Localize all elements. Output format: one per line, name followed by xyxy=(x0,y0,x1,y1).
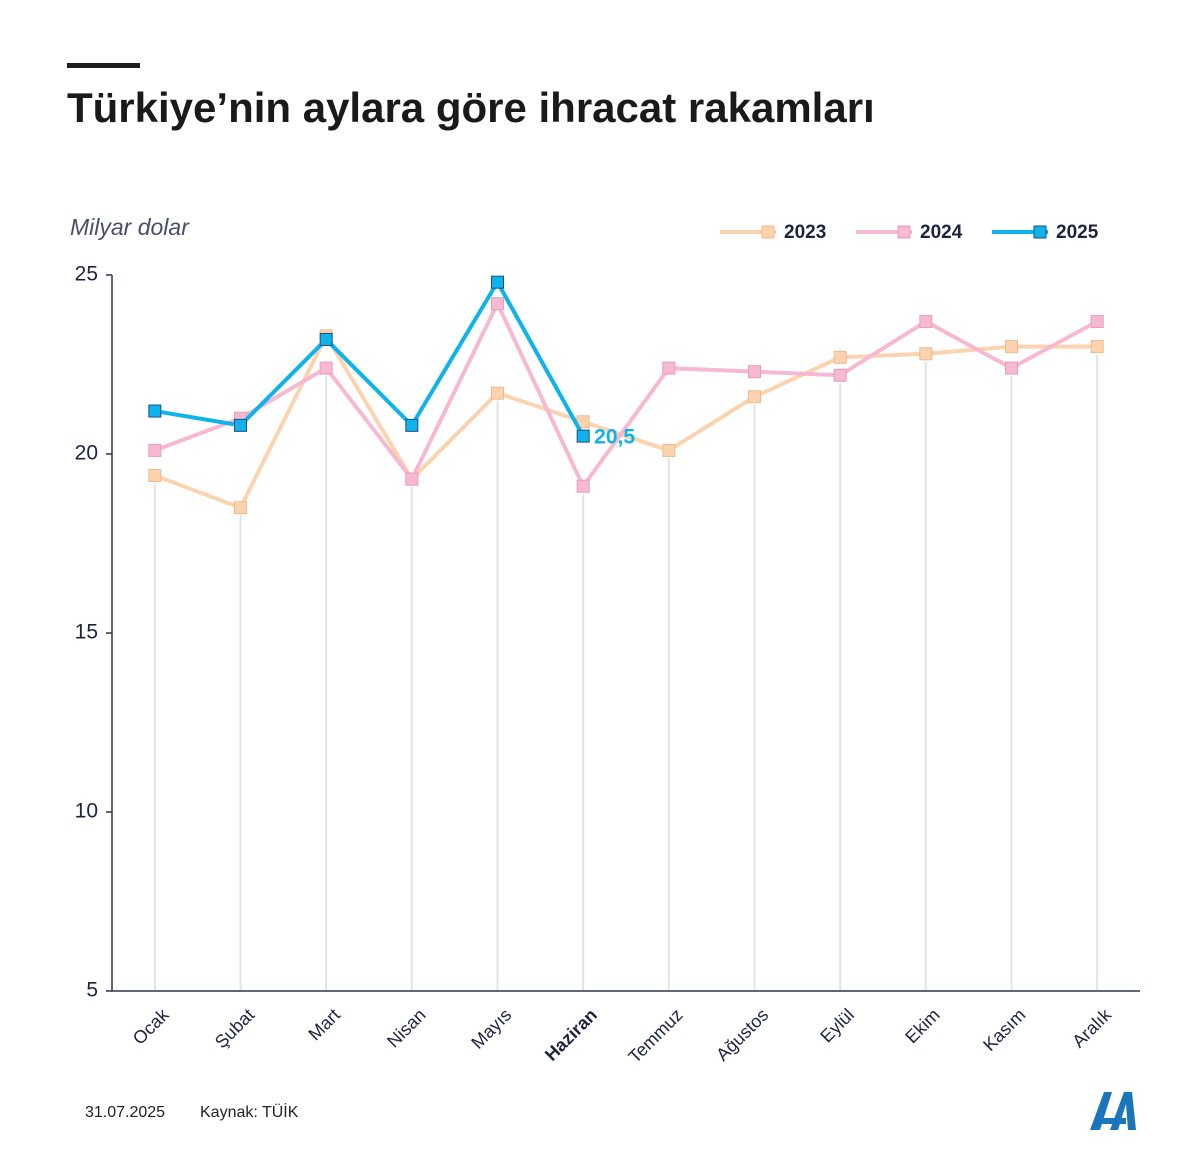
y-tick-label: 5 xyxy=(86,979,98,1002)
logo xyxy=(1090,1092,1136,1130)
legend-label: 2023 xyxy=(784,222,826,243)
marker xyxy=(234,501,247,515)
marker xyxy=(748,365,761,379)
marker xyxy=(405,472,419,486)
marker xyxy=(148,443,162,457)
legend-marker xyxy=(761,225,775,239)
legend-marker xyxy=(1033,225,1047,239)
marker xyxy=(833,350,847,364)
value-label: 20,5 xyxy=(594,426,635,449)
marker xyxy=(148,468,162,482)
title-bar xyxy=(67,63,140,68)
marker xyxy=(1090,315,1104,329)
marker xyxy=(576,429,590,443)
series-line xyxy=(154,280,585,438)
marker xyxy=(662,361,676,375)
marker xyxy=(576,479,590,493)
marker xyxy=(234,418,247,432)
x-tick-label: Nisan xyxy=(383,1005,430,1052)
marker xyxy=(319,361,333,375)
x-tick-label: Şubat xyxy=(211,1005,258,1052)
x-tick-label: Haziran xyxy=(541,1005,601,1065)
marker xyxy=(405,418,419,432)
x-tick-label: Mayıs xyxy=(467,1005,515,1053)
x-tick-label: Kasım xyxy=(979,1005,1029,1055)
y-tick-label: 25 xyxy=(75,263,98,286)
y-tick-label: 20 xyxy=(75,442,98,465)
x-tick-label: Mart xyxy=(304,1005,344,1045)
legend-label: 2025 xyxy=(1056,222,1099,243)
source: Kaynak: TÜİK xyxy=(200,1102,299,1121)
x-tick-label: Ocak xyxy=(129,1004,174,1049)
marker xyxy=(748,390,761,404)
series-line xyxy=(154,333,1098,510)
x-tick-label: Eylül xyxy=(816,1005,858,1047)
x-tick-label: Ağustos xyxy=(712,1005,772,1065)
marker xyxy=(1090,340,1104,354)
date: 31.07.2025 xyxy=(85,1104,165,1121)
x-tick-label: Ekim xyxy=(901,1005,943,1047)
series-line xyxy=(154,301,1099,489)
marker xyxy=(919,315,933,329)
marker xyxy=(319,332,333,346)
marker xyxy=(662,443,676,457)
y-tick-label: 10 xyxy=(75,800,98,823)
y-tick-label: 15 xyxy=(75,621,98,644)
legend-marker xyxy=(897,225,911,239)
marker xyxy=(1005,361,1018,375)
y-axis-label: Milyar dolar xyxy=(70,214,190,240)
marker xyxy=(919,347,933,361)
x-tick-label: Aralık xyxy=(1068,1004,1115,1051)
legend-label: 2024 xyxy=(920,222,963,243)
marker xyxy=(491,297,504,311)
marker xyxy=(148,404,162,418)
marker xyxy=(833,368,847,382)
x-tick-label: Temmuz xyxy=(624,1005,686,1067)
marker xyxy=(1005,340,1018,354)
marker xyxy=(491,386,504,400)
chart-title: Türkiye’nin aylara göre ihracat rakamlar… xyxy=(67,84,875,131)
marker xyxy=(491,275,504,289)
